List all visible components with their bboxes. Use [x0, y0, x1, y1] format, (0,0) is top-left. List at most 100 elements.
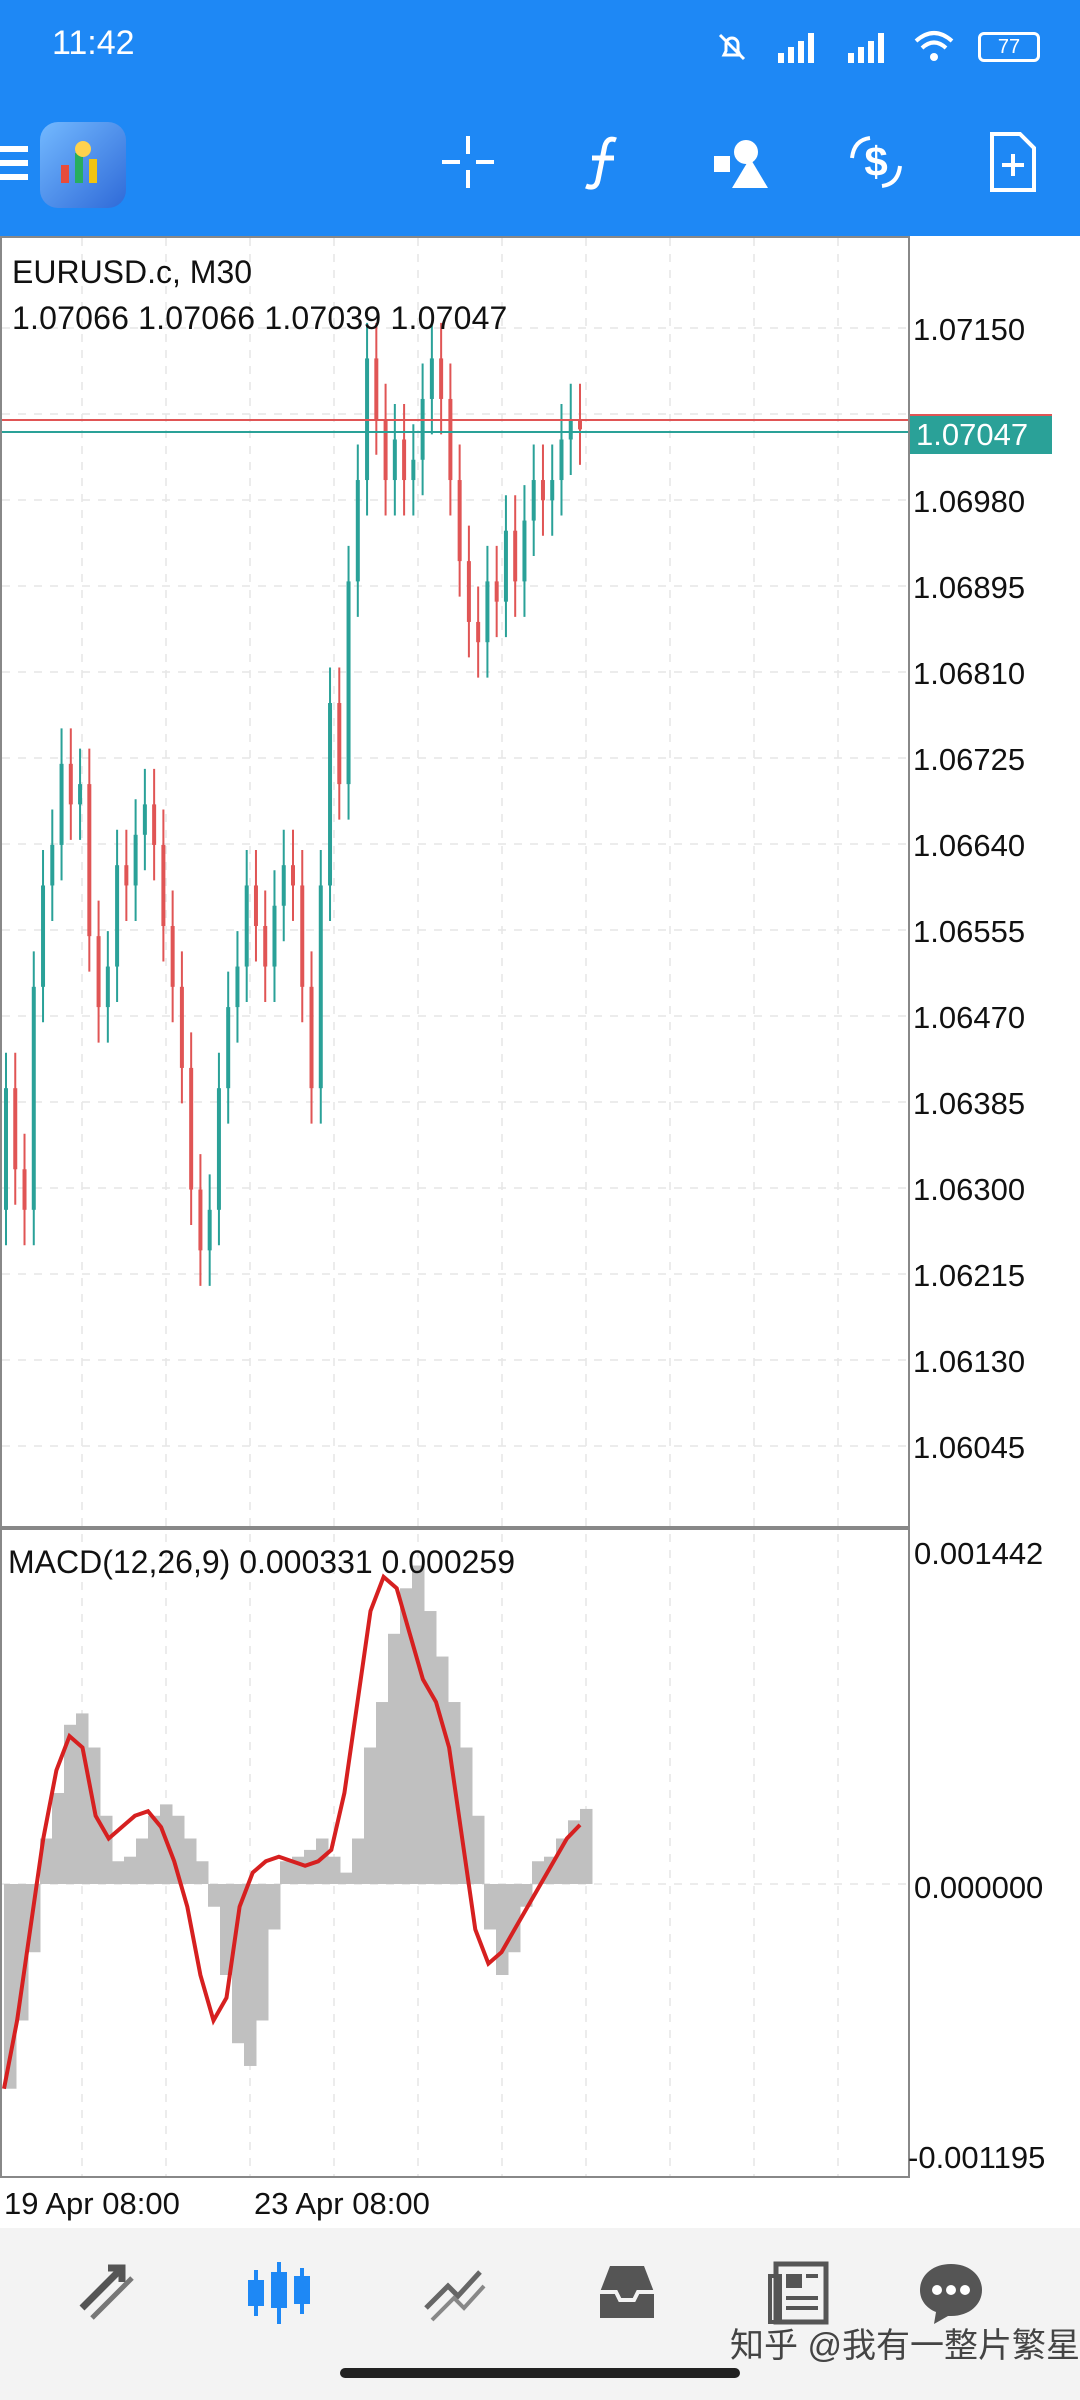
- candle-body: [161, 844, 166, 927]
- price-y-label: 1.06980: [913, 484, 1026, 519]
- macd-histogram-bar: [388, 1633, 401, 1884]
- macd-histogram-bar: [424, 1611, 437, 1884]
- price-y-label: 1.06045: [913, 1430, 1026, 1465]
- candle-body: [41, 885, 46, 987]
- candle-body: [485, 581, 490, 643]
- candle-body: [300, 885, 305, 987]
- macd-histogram-bar: [352, 1838, 365, 1884]
- price-y-label: 1.06555: [913, 914, 1026, 949]
- candle-body: [115, 865, 120, 967]
- candle-body: [124, 865, 129, 886]
- candle-body: [383, 419, 388, 481]
- candle-body: [207, 1209, 212, 1251]
- chat-icon[interactable]: [916, 2258, 986, 2328]
- candle-body: [189, 1067, 194, 1190]
- candle-body: [170, 926, 175, 987]
- candle-body: [226, 1007, 231, 1089]
- macd-histogram-bar: [268, 1884, 281, 1930]
- macd-histogram-bar: [208, 1884, 221, 1907]
- candle-body: [402, 439, 407, 481]
- chart-icon[interactable]: [244, 2258, 314, 2328]
- macd-histogram-bar: [124, 1856, 137, 1884]
- candle-body: [198, 1189, 203, 1251]
- x-axis-label: 23 Apr 08:00: [254, 2186, 430, 2221]
- macd-histogram-bar: [184, 1838, 197, 1884]
- news-icon[interactable]: [766, 2258, 836, 2328]
- bottom-nav: [0, 2228, 1080, 2400]
- trade-icon[interactable]: $: [844, 130, 908, 194]
- bell-off-icon: [718, 33, 746, 61]
- crosshair-icon[interactable]: [436, 130, 500, 194]
- wifi-icon: [914, 31, 954, 61]
- macd-y-label: 0.000000: [914, 1870, 1044, 1905]
- candle-body: [355, 480, 360, 582]
- chart-toolbar: $: [0, 104, 1080, 224]
- price-y-label: 1.06725: [913, 742, 1026, 777]
- macd-histogram-bar: [76, 1713, 89, 1884]
- candle-body: [448, 398, 453, 481]
- trade-icon[interactable]: [420, 2258, 490, 2328]
- candle-body: [420, 398, 425, 460]
- price-y-label: 1.06300: [913, 1172, 1026, 1207]
- quotes-icon[interactable]: [72, 2258, 142, 2328]
- macd-histogram-bar: [244, 1884, 257, 2066]
- macd-histogram-bar: [376, 1702, 389, 1884]
- candle-body: [494, 581, 499, 602]
- price-y-label: 1.06895: [913, 570, 1026, 605]
- top-bar: [0, 0, 1080, 236]
- macd-histogram-bar: [508, 1884, 521, 1953]
- candle-body: [439, 358, 444, 399]
- macd-histogram-bar: [484, 1884, 497, 1930]
- macd-histogram-bar: [580, 1808, 593, 1884]
- function-icon[interactable]: [572, 130, 636, 194]
- candle-body: [152, 804, 157, 845]
- history-icon[interactable]: [592, 2258, 662, 2328]
- app-logo[interactable]: [40, 122, 126, 208]
- candle-body: [531, 480, 536, 521]
- candle-body: [105, 966, 110, 1008]
- macd-histogram-bar: [52, 1793, 65, 1884]
- candle-body: [374, 358, 379, 420]
- macd-histogram-bar: [316, 1838, 329, 1884]
- candle-body: [78, 784, 83, 805]
- macd-histogram-bar: [496, 1884, 509, 1975]
- macd-histogram-bar: [196, 1861, 209, 1884]
- candle-body: [87, 784, 92, 937]
- macd-histogram-bar: [472, 1815, 485, 1884]
- new-order-icon[interactable]: [980, 130, 1044, 194]
- price-y-label: 1.06385: [913, 1086, 1026, 1121]
- price-y-label: 1.06130: [913, 1344, 1026, 1379]
- candle-body: [291, 865, 295, 886]
- candle-body: [466, 561, 471, 622]
- candle-body: [59, 763, 64, 845]
- macd-histogram-bar: [220, 1884, 233, 1975]
- macd-histogram-bar: [16, 1884, 29, 2021]
- chart-ohlc: 1.07066 1.07066 1.07039 1.07047: [12, 300, 508, 336]
- watermark: 知乎 @我有一整片繁星: [730, 2327, 1080, 2365]
- macd-histogram-bar: [400, 1588, 413, 1884]
- candle-body: [337, 703, 342, 785]
- objects-icon[interactable]: [708, 130, 772, 194]
- macd-y-label: 0.001442: [914, 1536, 1044, 1571]
- price-y-label: 1.06640: [913, 828, 1026, 863]
- price-chart[interactable]: [0, 0, 1080, 2228]
- candle-body: [253, 885, 258, 927]
- candle-body: [272, 905, 277, 967]
- chart-area[interactable]: [0, 236, 1080, 2226]
- candle-body: [578, 419, 582, 430]
- status-bar: 11:42 77: [0, 0, 1080, 92]
- candle-body: [4, 1088, 8, 1210]
- price-y-label: 1.06810: [913, 656, 1026, 691]
- macd-histogram-bar: [304, 1849, 317, 1884]
- macd-histogram-bar: [112, 1861, 125, 1884]
- x-axis-label: 19 Apr 08:00: [4, 2186, 180, 2221]
- home-indicator[interactable]: [340, 2368, 740, 2378]
- price-y-label: 1.06470: [913, 1000, 1026, 1035]
- candle-body: [216, 1088, 221, 1210]
- menu-icon[interactable]: [0, 146, 28, 180]
- candle-body: [540, 480, 545, 501]
- metatrader-logo-icon: [61, 141, 97, 183]
- macd-histogram-bar: [340, 1872, 353, 1884]
- macd-histogram-bar: [532, 1861, 545, 1884]
- price-y-label: 1.06215: [913, 1258, 1026, 1293]
